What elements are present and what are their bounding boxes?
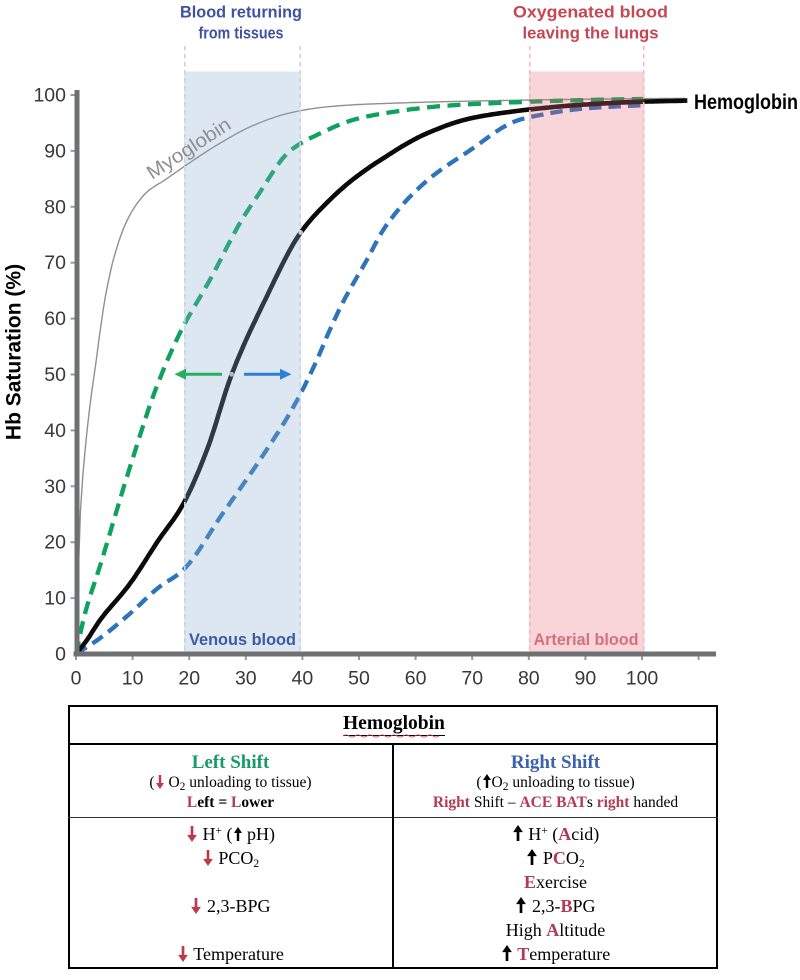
- svg-text:80: 80: [44, 196, 66, 218]
- svg-text:30: 30: [235, 668, 257, 690]
- svg-text:90: 90: [44, 140, 66, 162]
- svg-text:0: 0: [55, 644, 66, 666]
- svg-text:90: 90: [575, 668, 597, 690]
- svg-text:70: 70: [461, 668, 483, 690]
- svg-text:40: 40: [292, 668, 314, 690]
- svg-text:100: 100: [33, 85, 66, 107]
- svg-text:50: 50: [348, 668, 370, 690]
- svg-text:50: 50: [44, 364, 66, 386]
- svg-text:20: 20: [178, 668, 200, 690]
- svg-text:10: 10: [44, 588, 66, 610]
- svg-text:Oxygenated blood: Oxygenated blood: [513, 4, 668, 22]
- svg-text:Blood returning: Blood returning: [180, 4, 302, 22]
- svg-text:60: 60: [44, 308, 66, 330]
- svg-text:10: 10: [122, 668, 144, 690]
- svg-text:leaving the lungs: leaving the lungs: [523, 25, 659, 43]
- svg-text:Arterial blood: Arterial blood: [534, 631, 639, 649]
- svg-text:40: 40: [44, 420, 66, 442]
- svg-text:0: 0: [71, 668, 82, 690]
- svg-text:70: 70: [44, 252, 66, 274]
- svg-text:Hb Saturation (%): Hb Saturation (%): [3, 264, 26, 440]
- svg-text:Venous blood: Venous blood: [189, 631, 296, 649]
- svg-text:30: 30: [44, 476, 66, 498]
- svg-text:80: 80: [518, 668, 540, 690]
- svg-text:60: 60: [405, 668, 427, 690]
- svg-text:100: 100: [626, 668, 659, 690]
- svg-text:20: 20: [44, 532, 66, 554]
- svg-text:Hemoglobin: Hemoglobin: [694, 91, 798, 114]
- svg-text:from tissues: from tissues: [199, 25, 284, 43]
